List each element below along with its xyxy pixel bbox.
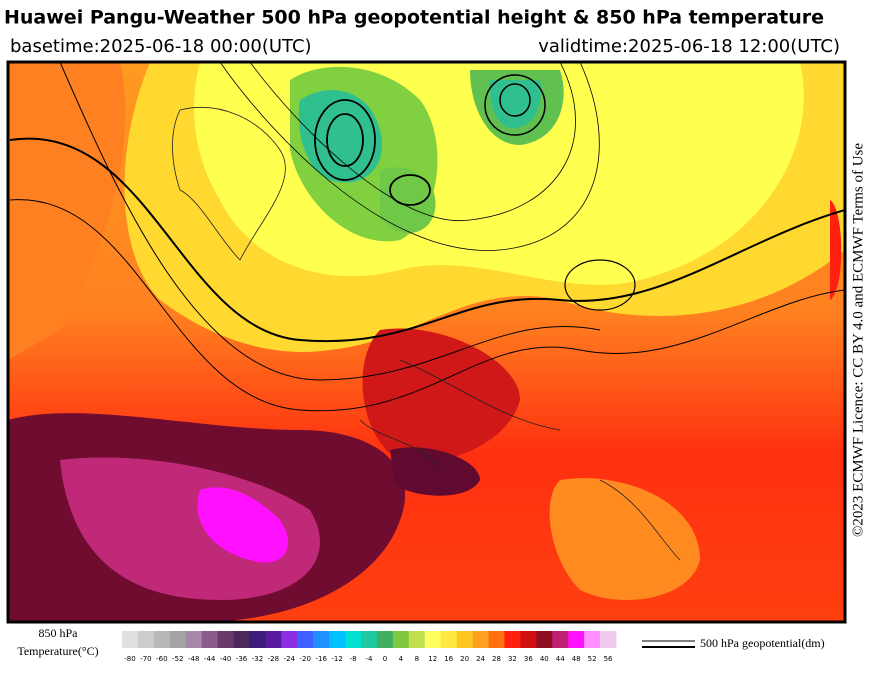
map (8, 62, 845, 622)
colorbar-tick-label: 52 (588, 655, 597, 663)
colorbar-label: 850 hPa (39, 626, 79, 640)
colorbar-swatch (265, 631, 282, 648)
colorbar-tick-label: 44 (556, 655, 565, 663)
colorbar-tick-label: -8 (350, 655, 357, 663)
colorbar-tick-label: 28 (492, 655, 501, 663)
colorbar-swatch (440, 631, 458, 648)
title: Huawei Pangu-Weather 500 hPa geopotentia… (4, 7, 824, 29)
colorbar-swatch (376, 631, 394, 648)
colorbar-tick-label: -4 (366, 655, 374, 663)
colorbar-swatch (185, 631, 203, 648)
colorbar-tick-label: 0 (383, 655, 387, 663)
colorbar-swatch (345, 631, 362, 648)
colorbar-swatch (249, 631, 266, 648)
colorbar-swatch (169, 631, 187, 648)
colorbar-swatch (504, 631, 521, 648)
colorbar-tick-label: 4 (399, 655, 404, 663)
colorbar-tick-label: -60 (156, 655, 167, 663)
colorbar-swatch (568, 631, 585, 648)
colorbar-tick-label: 24 (476, 655, 485, 663)
colorbar-swatch (472, 631, 490, 648)
colorbar-tick-label: -80 (124, 655, 135, 663)
colorbar-tick-label: -40 (220, 655, 231, 663)
colorbar-tick-label: 40 (540, 655, 549, 663)
colorbar-tick-label: -24 (284, 655, 296, 663)
colorbar-swatch (584, 631, 601, 648)
colorbar-swatch (313, 631, 330, 648)
credit: ©2023 ECMWF Licence: CC BY 4.0 and ECMWF… (850, 143, 866, 537)
colorbar-tick-label: -70 (140, 655, 151, 663)
colorbar-swatch (297, 631, 314, 648)
validtime: validtime:2025-06-18 12:00(UTC) (538, 36, 840, 57)
colorbar-tick-label: -12 (331, 655, 342, 663)
colorbar-swatch (153, 631, 171, 648)
colorbar-swatch (424, 631, 442, 648)
colorbar-tick-label: -44 (204, 655, 216, 663)
colorbar-tick-label: 20 (460, 655, 469, 663)
colorbar-swatch (536, 631, 553, 648)
basetime: basetime:2025-06-18 00:00(UTC) (10, 36, 312, 57)
colorbar-swatch (329, 631, 346, 648)
colorbar-swatch (456, 631, 474, 648)
colorbar-tick-label: 36 (524, 655, 533, 663)
colorbar-swatch (201, 631, 219, 648)
colorbar-swatch (488, 631, 505, 648)
colorbar-tick-label: -32 (252, 655, 263, 663)
colorbar-swatch (392, 631, 410, 648)
colorbar: -80 -70 -60 -52 -48 -44 -40 -36 -32 -28 -24 -20 -16-… (122, 631, 617, 663)
colorbar-tick-label: -16 (315, 655, 327, 663)
colorbar-tick-label: 12 (428, 655, 437, 663)
colorbar-swatch (122, 631, 139, 648)
colorbar-tick-label: -20 (300, 655, 311, 663)
colorbar-tick-label: 48 (572, 655, 581, 663)
colorbar-swatch (281, 631, 298, 648)
colorbar-swatch (233, 631, 250, 648)
colorbar-tick-label: -48 (188, 655, 199, 663)
colorbar-tick-label: 56 (604, 655, 613, 663)
colorbar-tick-label: -28 (268, 655, 279, 663)
colorbar-tick-label: -36 (236, 655, 248, 663)
colorbar-swatch (600, 631, 617, 648)
colorbar-swatch (520, 631, 537, 648)
colorbar-tick-label: -52 (172, 655, 183, 663)
colorbar-swatch (552, 631, 569, 648)
colorbar-tick-label: 32 (508, 655, 517, 663)
colorbar-swatch (361, 631, 378, 648)
colorbar-tick-label: 16 (444, 655, 453, 663)
colorbar-label: Temperature(°C) (17, 644, 98, 658)
colorbar-swatch (137, 631, 155, 648)
colorbar-swatch (408, 631, 426, 648)
colorbar-tick-label: 8 (415, 655, 419, 663)
legend-label: 500 hPa geopotential(dm) (700, 636, 825, 650)
colorbar-swatch (217, 631, 235, 648)
map-frame (6, 60, 847, 624)
